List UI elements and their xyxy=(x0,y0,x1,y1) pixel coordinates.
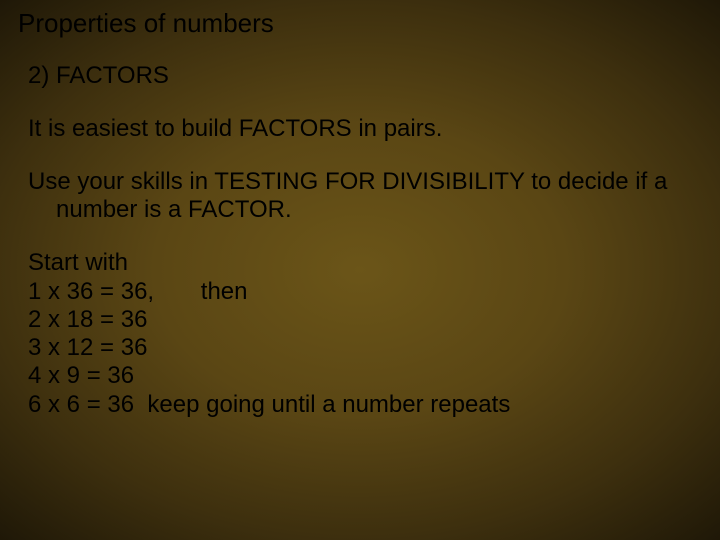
start-label: Start with xyxy=(28,249,692,277)
slide-body: 2) FACTORS It is easiest to build FACTOR… xyxy=(28,62,692,419)
slide-title: Properties of numbers xyxy=(18,8,274,39)
factor-line: 4 x 9 = 36 xyxy=(28,362,692,390)
instruction-text: Use your skills in TESTING FOR DIVISIBIL… xyxy=(28,168,692,226)
intro-text: It is easiest to build FACTORS in pairs. xyxy=(28,115,692,144)
slide: Properties of numbers 2) FACTORS It is e… xyxy=(0,0,720,540)
factor-line: 6 x 6 = 36 keep going until a number rep… xyxy=(28,391,692,419)
factor-line: 2 x 18 = 36 xyxy=(28,306,692,334)
factor-line: 1 x 36 = 36, then xyxy=(28,278,692,306)
section-label: 2) FACTORS xyxy=(28,62,692,91)
factor-line: 3 x 12 = 36 xyxy=(28,334,692,362)
